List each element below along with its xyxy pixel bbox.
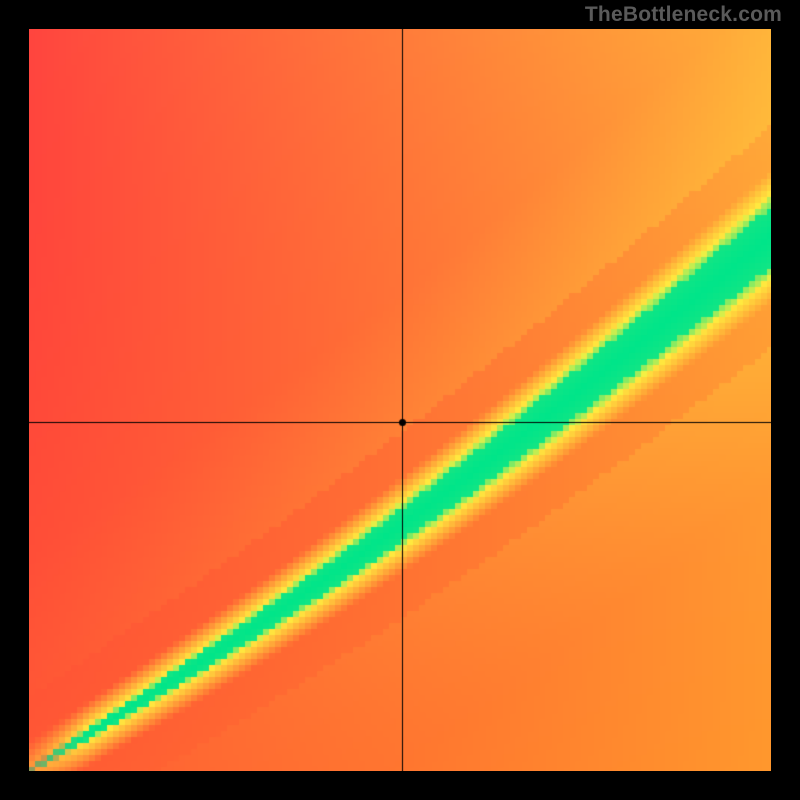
watermark-text: TheBottleneck.com <box>585 3 782 27</box>
chart-container: TheBottleneck.com <box>0 0 800 800</box>
bottleneck-heatmap <box>29 29 771 771</box>
